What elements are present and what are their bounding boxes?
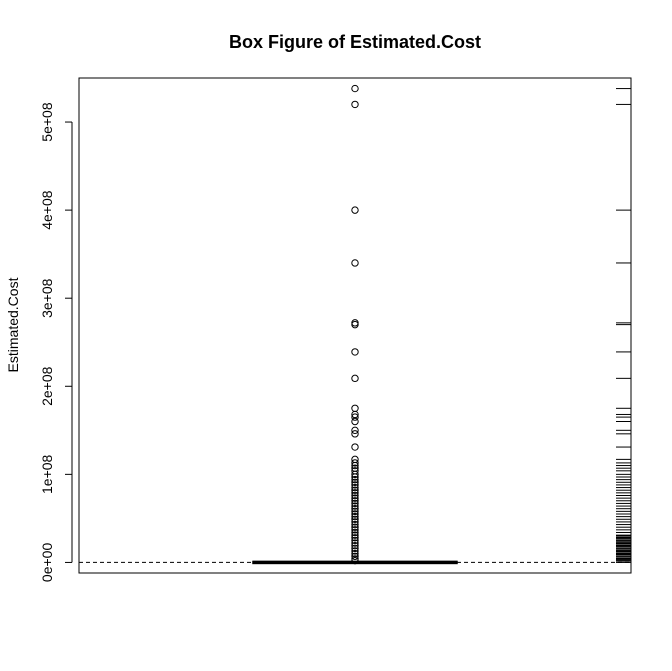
outlier-point	[351, 489, 359, 497]
outlier-point	[351, 541, 359, 550]
y-tick-label: 0e+00	[39, 543, 55, 583]
outlier-point	[351, 486, 359, 494]
outlier-point	[351, 404, 359, 412]
outlier-point	[351, 507, 359, 516]
outlier-point	[351, 430, 359, 438]
outlier-point	[351, 552, 359, 560]
outlier-point	[351, 526, 359, 534]
outlier-point	[351, 502, 359, 510]
y-tick-label: 2e+08	[39, 366, 55, 406]
outlier-point	[351, 84, 359, 93]
outlier-point	[351, 544, 359, 553]
outlier-point	[351, 320, 359, 329]
chart-title: Box Figure of Estimated.Cost	[229, 32, 481, 52]
y-tick-label: 5e+08	[39, 102, 55, 142]
outlier-point	[351, 481, 359, 489]
outlier-point	[351, 539, 359, 547]
outlier-point	[351, 536, 359, 545]
outlier-point	[351, 510, 359, 518]
outlier-point	[351, 494, 359, 502]
outlier-point	[351, 534, 359, 542]
outlier-point	[351, 461, 359, 470]
outlier-point	[351, 499, 359, 508]
outlier-point	[351, 547, 359, 555]
outlier-points	[351, 84, 359, 565]
outlier-point	[351, 374, 359, 383]
outlier-point	[351, 531, 359, 539]
outlier-point	[351, 470, 359, 479]
outlier-point	[351, 417, 359, 426]
outlier-point	[351, 443, 359, 451]
outlier-point	[351, 259, 359, 267]
y-axis-label: Estimated.Cost	[5, 277, 21, 372]
outlier-point	[351, 475, 359, 484]
rug-marks	[616, 88, 631, 563]
outlier-point	[351, 348, 359, 356]
outlier-point	[351, 473, 359, 481]
outlier-point	[351, 512, 359, 521]
plot-frame	[78, 77, 632, 574]
outlier-point	[351, 520, 359, 529]
y-tick-label: 3e+08	[39, 278, 55, 318]
outlier-point	[351, 410, 359, 419]
outlier-point	[351, 206, 359, 214]
outlier-point	[351, 497, 359, 505]
outlier-point	[351, 556, 359, 565]
y-tick-label: 1e+08	[39, 454, 55, 494]
y-tick-label: 4e+08	[39, 190, 55, 230]
outlier-point	[351, 483, 359, 492]
outlier-point	[351, 518, 359, 526]
outlier-point	[351, 505, 359, 513]
outlier-point	[351, 100, 359, 109]
outlier-point	[351, 413, 359, 421]
outlier-point	[351, 515, 359, 523]
outlier-point	[351, 523, 359, 531]
outlier-point	[351, 426, 359, 435]
outlier-point	[351, 528, 359, 537]
outlier-point	[351, 491, 359, 500]
outlier-point	[351, 459, 359, 467]
outlier-point	[351, 478, 359, 486]
y-axis: 0e+00 1e+08 2e+08 3e+08 4e+08 5e+08	[39, 102, 73, 583]
outlier-point	[351, 549, 359, 558]
